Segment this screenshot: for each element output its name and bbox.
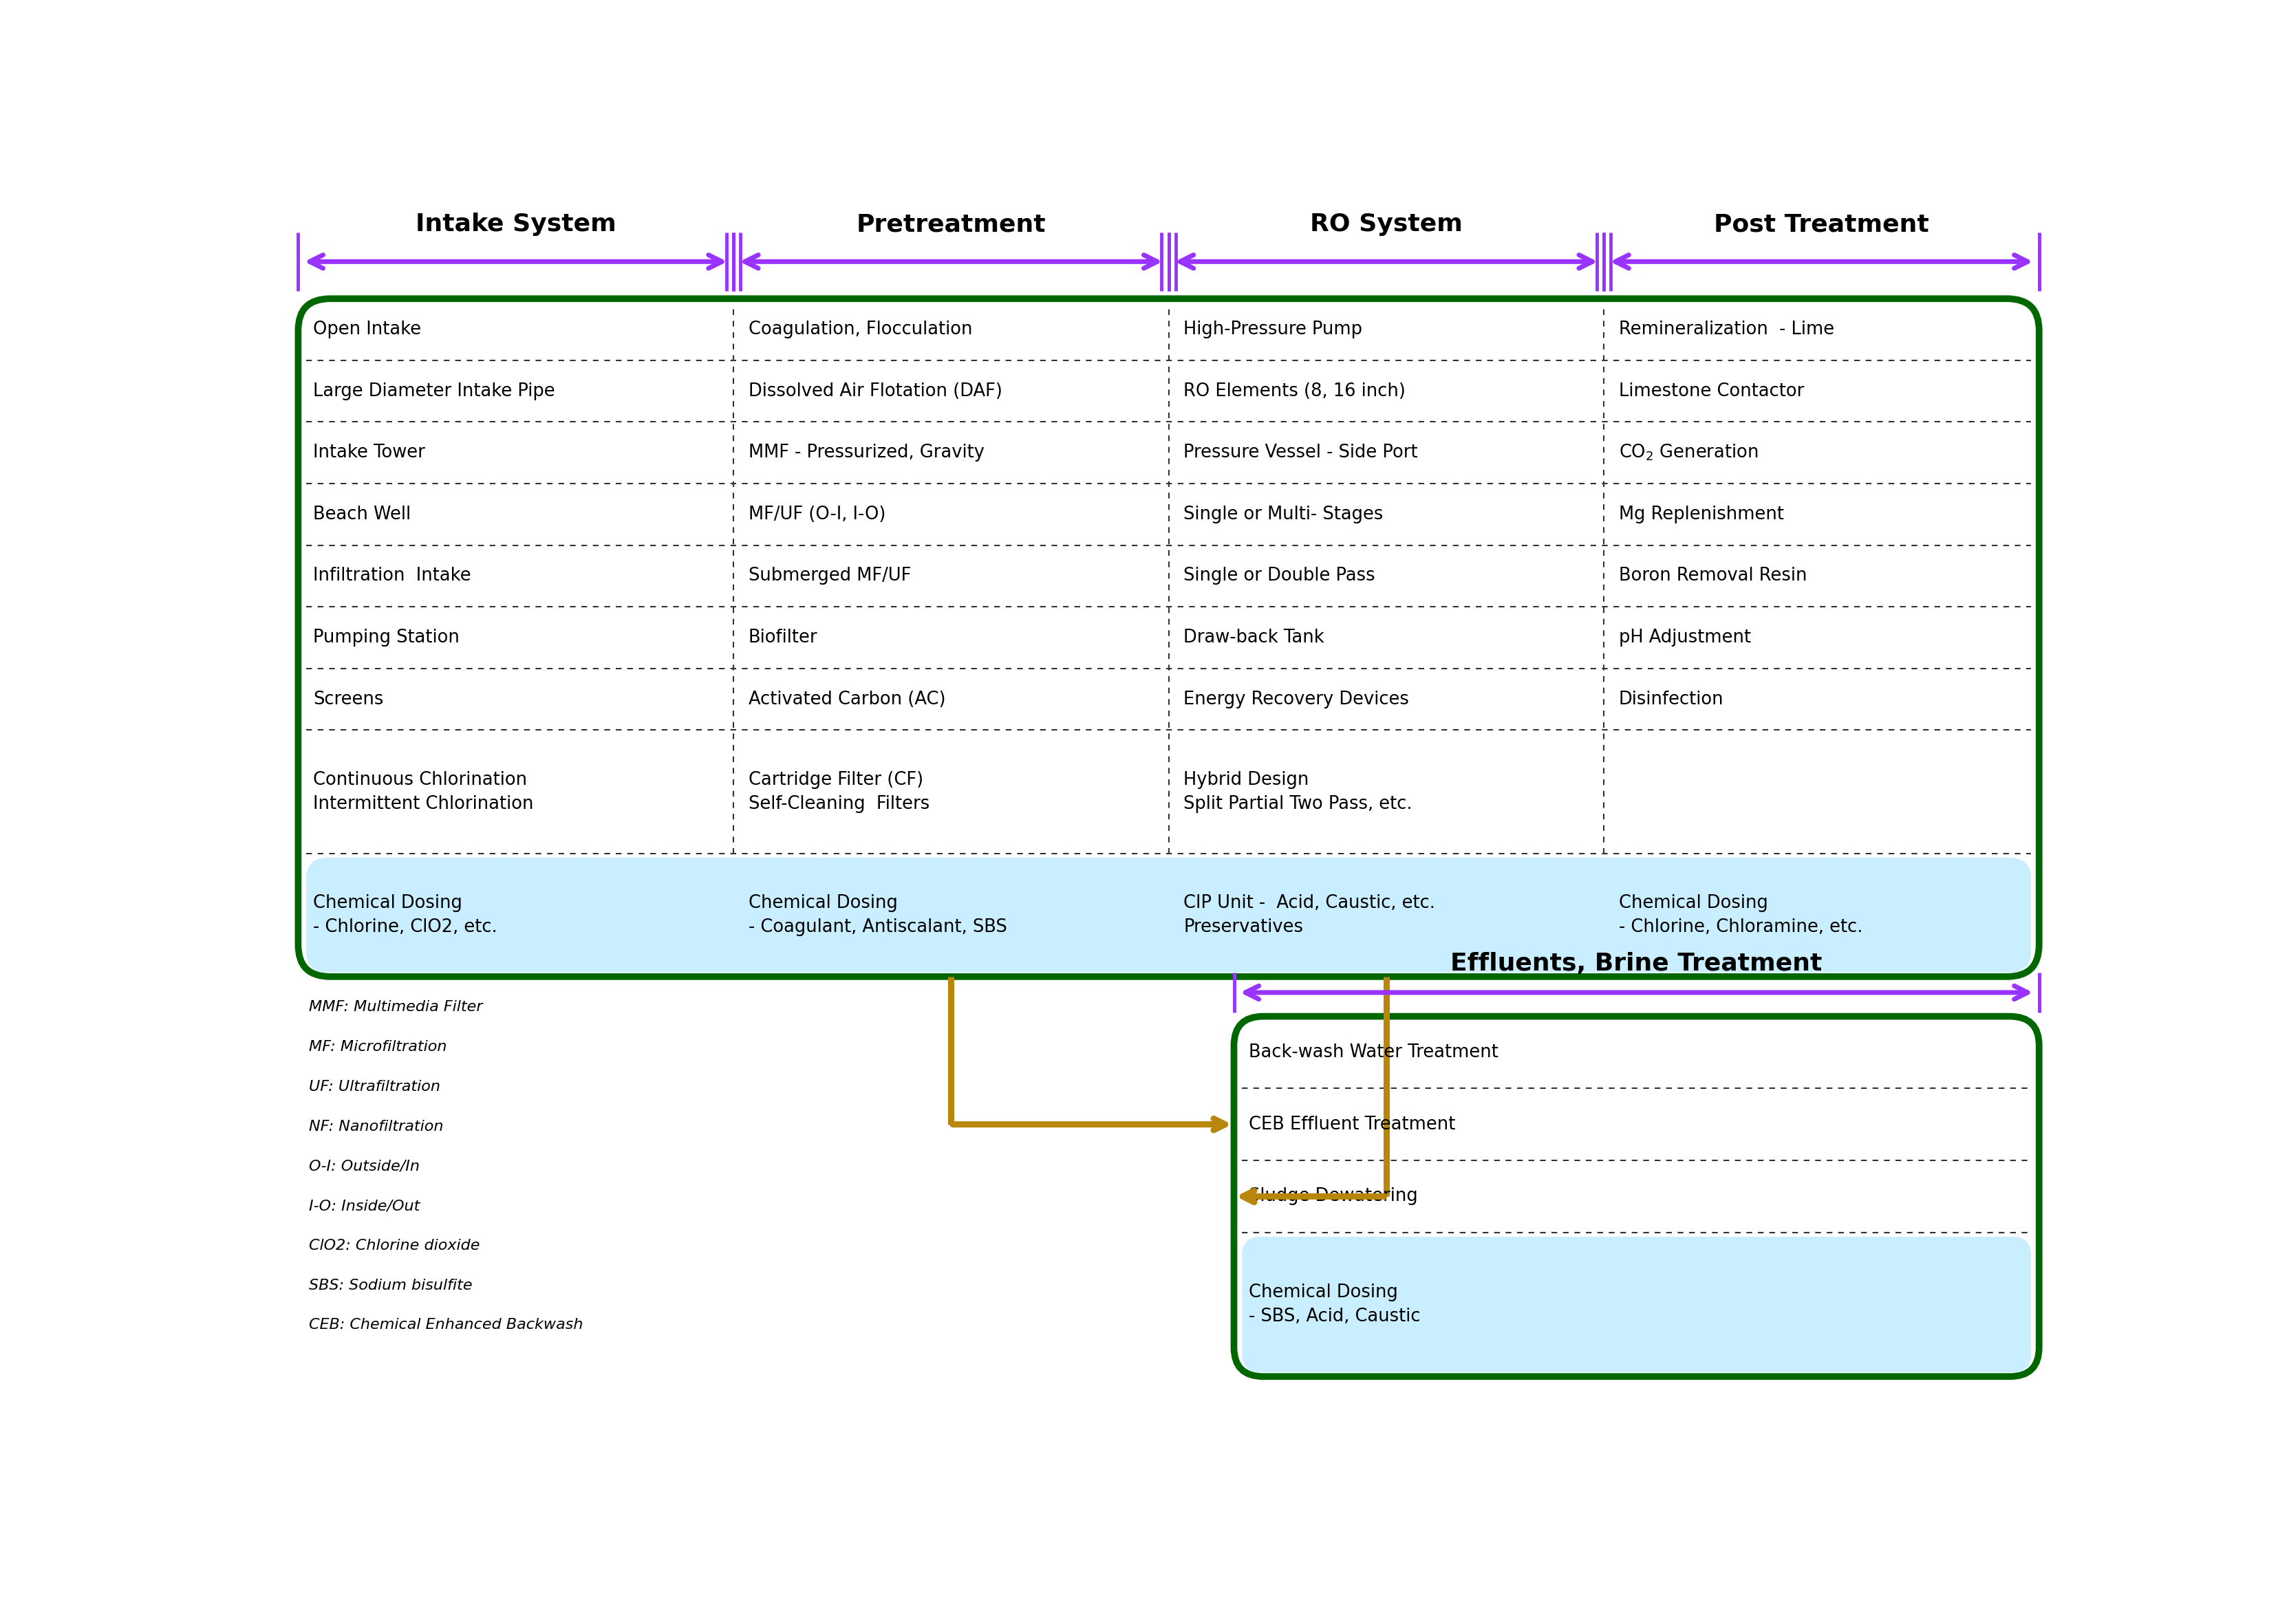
Text: UF: Ultrafiltration: UF: Ultrafiltration <box>310 1080 440 1093</box>
FancyBboxPatch shape <box>305 857 2030 973</box>
Text: CIP Unit -  Acid, Caustic, etc.
Preservatives: CIP Unit - Acid, Caustic, etc. Preservat… <box>1182 895 1435 935</box>
Text: RO Elements (8, 16 inch): RO Elements (8, 16 inch) <box>1182 382 1406 400</box>
Text: ClO2: Chlorine dioxide: ClO2: Chlorine dioxide <box>310 1239 481 1252</box>
Text: SBS: Sodium bisulfite: SBS: Sodium bisulfite <box>310 1278 472 1293</box>
Text: Chemical Dosing
- Chlorine, ClO2, etc.: Chemical Dosing - Chlorine, ClO2, etc. <box>312 895 497 935</box>
Text: Pumping Station: Pumping Station <box>312 628 460 646</box>
FancyBboxPatch shape <box>1235 1017 2039 1377</box>
Text: Large Diameter Intake Pipe: Large Diameter Intake Pipe <box>312 382 556 400</box>
Text: Intake System: Intake System <box>415 213 615 235</box>
Text: Submerged MF/UF: Submerged MF/UF <box>747 567 911 585</box>
Text: Effluents, Brine Treatment: Effluents, Brine Treatment <box>1451 952 1822 974</box>
Text: Energy Recovery Devices: Energy Recovery Devices <box>1182 690 1408 708</box>
Text: Mg Replenishment: Mg Replenishment <box>1617 505 1784 523</box>
Text: Infiltration  Intake: Infiltration Intake <box>312 567 472 585</box>
Text: Hybrid Design
Split Partial Two Pass, etc.: Hybrid Design Split Partial Two Pass, et… <box>1182 771 1412 812</box>
FancyBboxPatch shape <box>298 299 2039 976</box>
Text: Activated Carbon (AC): Activated Carbon (AC) <box>747 690 945 708</box>
Text: Limestone Contactor: Limestone Contactor <box>1617 382 1804 400</box>
Text: Chemical Dosing
- SBS, Acid, Caustic: Chemical Dosing - SBS, Acid, Caustic <box>1248 1283 1419 1325</box>
Text: MMF: Multimedia Filter: MMF: Multimedia Filter <box>310 1000 483 1015</box>
FancyBboxPatch shape <box>1242 1237 2030 1372</box>
Text: CO$_2$ Generation: CO$_2$ Generation <box>1617 443 1759 463</box>
Text: MF/UF (O-I, I-O): MF/UF (O-I, I-O) <box>747 505 886 523</box>
Text: Disinfection: Disinfection <box>1617 690 1722 708</box>
Text: Coagulation, Flocculation: Coagulation, Flocculation <box>747 320 973 338</box>
Text: Pretreatment: Pretreatment <box>857 213 1046 235</box>
Text: RO System: RO System <box>1310 213 1462 235</box>
Text: Single or Double Pass: Single or Double Pass <box>1182 567 1376 585</box>
Text: Boron Removal Resin: Boron Removal Resin <box>1617 567 1806 585</box>
Text: Cartridge Filter (CF)
Self-Cleaning  Filters: Cartridge Filter (CF) Self-Cleaning Filt… <box>747 771 929 812</box>
Text: O-I: Outside/In: O-I: Outside/In <box>310 1160 419 1173</box>
Text: MMF - Pressurized, Gravity: MMF - Pressurized, Gravity <box>747 443 984 461</box>
Text: Single or Multi- Stages: Single or Multi- Stages <box>1182 505 1383 523</box>
Text: Intake Tower: Intake Tower <box>312 443 426 461</box>
Text: NF: Nanofiltration: NF: Nanofiltration <box>310 1119 444 1134</box>
Text: Dissolved Air Flotation (DAF): Dissolved Air Flotation (DAF) <box>747 382 1002 400</box>
Text: CEB: Chemical Enhanced Backwash: CEB: Chemical Enhanced Backwash <box>310 1319 583 1332</box>
Text: Chemical Dosing
- Chlorine, Chloramine, etc.: Chemical Dosing - Chlorine, Chloramine, … <box>1617 895 1861 935</box>
Text: Continuous Chlorination
Intermittent Chlorination: Continuous Chlorination Intermittent Chl… <box>312 771 533 812</box>
Text: Sludge Dewatering: Sludge Dewatering <box>1248 1187 1417 1205</box>
Text: Post Treatment: Post Treatment <box>1713 213 1929 235</box>
Text: Biofilter: Biofilter <box>747 628 818 646</box>
Text: Pressure Vessel - Side Port: Pressure Vessel - Side Port <box>1182 443 1417 461</box>
Text: Open Intake: Open Intake <box>312 320 421 338</box>
Text: Back-wash Water Treatment: Back-wash Water Treatment <box>1248 1044 1499 1062</box>
Text: MF: Microfiltration: MF: Microfiltration <box>310 1041 446 1054</box>
Text: Draw-back Tank: Draw-back Tank <box>1182 628 1324 646</box>
Text: Chemical Dosing
- Coagulant, Antiscalant, SBS: Chemical Dosing - Coagulant, Antiscalant… <box>747 895 1007 935</box>
Text: Screens: Screens <box>312 690 383 708</box>
Text: High-Pressure Pump: High-Pressure Pump <box>1182 320 1362 338</box>
Text: CEB Effluent Treatment: CEB Effluent Treatment <box>1248 1116 1456 1134</box>
Text: Remineralization  - Lime: Remineralization - Lime <box>1617 320 1834 338</box>
Text: I-O: Inside/Out: I-O: Inside/Out <box>310 1199 419 1213</box>
Text: pH Adjustment: pH Adjustment <box>1617 628 1750 646</box>
Text: Beach Well: Beach Well <box>312 505 410 523</box>
